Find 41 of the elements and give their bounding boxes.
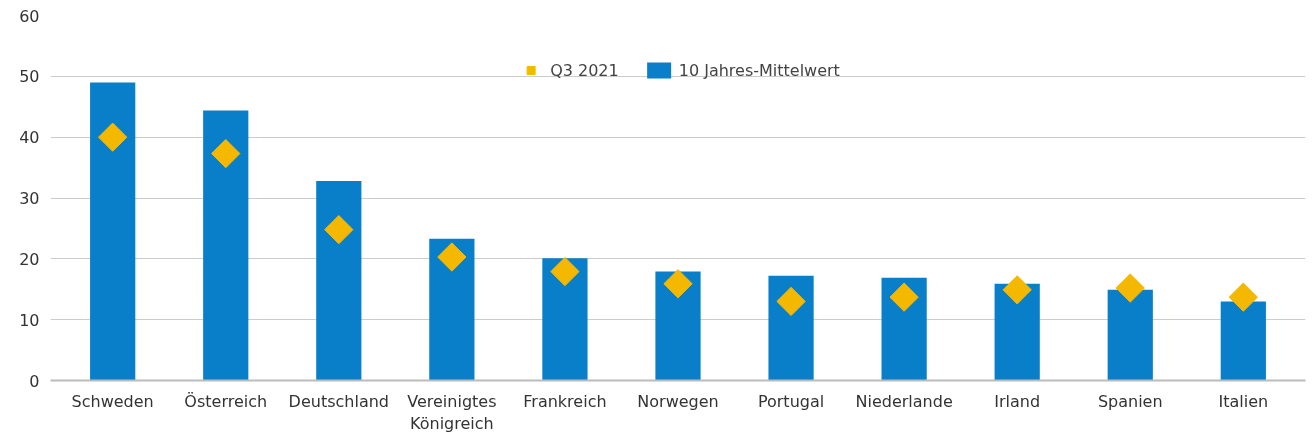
bar (542, 258, 588, 381)
bar (768, 275, 814, 381)
point (889, 282, 919, 312)
bar (1107, 289, 1153, 381)
x-tick-label: Niederlande (855, 391, 953, 411)
bar (655, 271, 701, 381)
legend-label: 10 Jahres-Mittelwert (678, 60, 840, 80)
x-tick-label: Portugal (757, 391, 825, 411)
point (776, 286, 806, 317)
legend-label: Q3 2021 (550, 60, 619, 80)
y-tick-label: 20 (19, 249, 40, 269)
x-tick-label: Österreich (184, 391, 268, 411)
bar (203, 110, 249, 381)
point (1115, 273, 1145, 303)
y-tick-label: 60 (19, 6, 40, 26)
x-tick-label: Irland (994, 391, 1041, 411)
x-tick-label: Schweden (71, 391, 154, 411)
y-tick-label: 40 (19, 128, 40, 148)
point (211, 138, 241, 169)
point (1228, 282, 1258, 312)
y-tick-label: 30 (19, 189, 40, 208)
x-tick-label: Deutschland (288, 391, 390, 411)
point (437, 242, 467, 272)
x-tick-label: Frankreich (523, 391, 607, 411)
y-tick-label: 50 (19, 67, 40, 87)
x-tick-label: Spanien (1097, 391, 1163, 411)
point (550, 256, 580, 287)
bar (1220, 301, 1266, 381)
bar (429, 238, 475, 381)
point (98, 122, 128, 152)
point (1002, 275, 1032, 305)
x-tick-label: Vereinigtes Königreich (407, 391, 497, 434)
point (324, 214, 354, 245)
bar (316, 180, 362, 381)
bar (994, 283, 1040, 381)
x-tick-label: Italien (1218, 391, 1269, 411)
point (663, 269, 693, 299)
y-tick-label: 10 (19, 310, 40, 330)
y-tick-label: 0 (29, 371, 40, 391)
x-tick-label: Norwegen (637, 391, 719, 411)
bar (90, 82, 136, 381)
